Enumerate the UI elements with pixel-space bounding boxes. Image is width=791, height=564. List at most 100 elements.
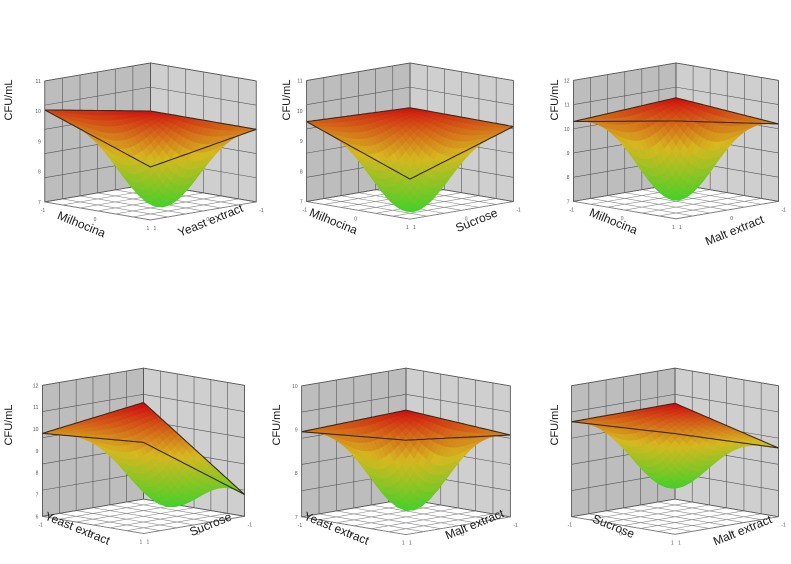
y-tick-label: -1	[781, 523, 786, 529]
z-tick-label: 10	[35, 109, 41, 115]
surface-edge	[143, 402, 245, 495]
surface-edge	[306, 121, 411, 180]
grid-line	[675, 201, 779, 220]
x-tick-label: 0	[621, 216, 624, 222]
surface-edge	[409, 107, 514, 128]
surface-edge	[44, 109, 151, 112]
surface-edge	[405, 434, 511, 441]
z-tick-label: 7	[295, 515, 298, 521]
x-tick-label: 0	[350, 532, 353, 538]
x-axis-label: Milhocina	[307, 205, 360, 237]
grid-line	[42, 394, 245, 412]
response-surface	[573, 97, 779, 201]
y-tick-label: 1	[678, 540, 681, 546]
z-tick-label: 12	[564, 78, 570, 84]
x-tick-label: 0	[619, 532, 622, 538]
surface-edge	[409, 126, 514, 180]
y-tick-label: 1	[154, 226, 157, 232]
surface-edge	[150, 128, 257, 168]
surface-edge	[573, 97, 677, 123]
x-tick-label: 1	[147, 226, 150, 232]
response-surface	[44, 109, 258, 208]
z-tick-label: 9	[300, 139, 303, 145]
x-axis-label: Milhocina	[55, 208, 108, 240]
grid-line	[301, 516, 407, 535]
surface-edge	[301, 431, 407, 441]
surface-edge	[405, 409, 511, 436]
z-tick-label: 8	[295, 471, 298, 477]
z-axis-label: CFU/mL	[271, 405, 283, 446]
x-tick-label: 1	[402, 541, 405, 547]
grid-line	[306, 201, 411, 220]
z-axis-label: CFU/mL	[281, 80, 293, 121]
grid-line	[301, 367, 511, 387]
surface-edge	[675, 120, 779, 125]
grid-line	[306, 86, 514, 106]
grid-line	[573, 86, 779, 105]
y-tick-label: -1	[248, 522, 253, 528]
z-tick-label: 10	[292, 384, 298, 390]
y-tick-label: 0	[465, 216, 468, 222]
grid-line	[573, 201, 677, 220]
response-surface	[571, 402, 779, 489]
z-tick-label: 6	[36, 514, 39, 520]
y-tick-label: 0	[730, 216, 733, 222]
z-tick-label: 8	[300, 169, 303, 175]
z-axis-label: CFU/mL	[3, 405, 15, 446]
x-tick-label: -1	[41, 208, 46, 214]
surface-edge	[675, 97, 779, 125]
z-tick-label: 8	[567, 175, 570, 181]
x-tick-label: 1	[406, 225, 409, 231]
surface-edge	[42, 401, 144, 434]
z-tick-label: 11	[564, 103, 569, 109]
z-axis-label: CFU/mL	[3, 80, 15, 121]
y-tick-label: -1	[516, 208, 521, 214]
x-tick-label: 0	[354, 216, 357, 222]
y-tick-label: 0	[206, 217, 209, 223]
z-tick-label: 11	[297, 79, 302, 85]
x-tick-label: -1	[570, 207, 575, 213]
surface-edge	[143, 441, 245, 495]
y-tick-label: -1	[259, 208, 264, 214]
grid-line	[571, 498, 779, 518]
x-tick-label: -1	[303, 208, 308, 214]
y-tick-label: 0	[730, 532, 733, 538]
z-tick-label: 7	[300, 200, 303, 206]
surface-edge	[571, 402, 676, 423]
z-tick-label: 7	[36, 492, 39, 498]
z-axis-label: CFU/mL	[549, 80, 561, 121]
x-tick-label: 1	[671, 540, 674, 546]
response-surface	[305, 107, 515, 213]
z-tick-label: 8	[38, 170, 41, 176]
x-tick-label: 1	[672, 225, 675, 231]
grid-line	[571, 516, 676, 535]
y-tick-label: 0	[197, 531, 200, 537]
z-tick-label: 11	[33, 405, 38, 411]
y-tick-label: 1	[147, 540, 150, 546]
y-axis-label: Malt extract	[703, 212, 766, 248]
x-tick-label: 1	[140, 540, 143, 546]
x-tick-label: -1	[298, 523, 303, 529]
surface-edge	[573, 120, 676, 123]
grid-line	[590, 198, 694, 217]
grid-line	[405, 516, 511, 535]
grid-line	[573, 62, 779, 81]
surface-edge	[150, 110, 257, 130]
z-tick-label: 10	[564, 127, 570, 133]
z-tick-label: 12	[33, 383, 39, 389]
surface-edge	[571, 421, 676, 435]
z-tick-label: 11	[36, 79, 41, 85]
y-tick-label: 1	[413, 225, 416, 231]
z-tick-label: 9	[38, 139, 41, 145]
z-tick-label: 10	[297, 109, 303, 115]
y-tick-label: 1	[679, 225, 682, 231]
response-surface	[301, 409, 511, 511]
grid-line	[306, 62, 514, 81]
